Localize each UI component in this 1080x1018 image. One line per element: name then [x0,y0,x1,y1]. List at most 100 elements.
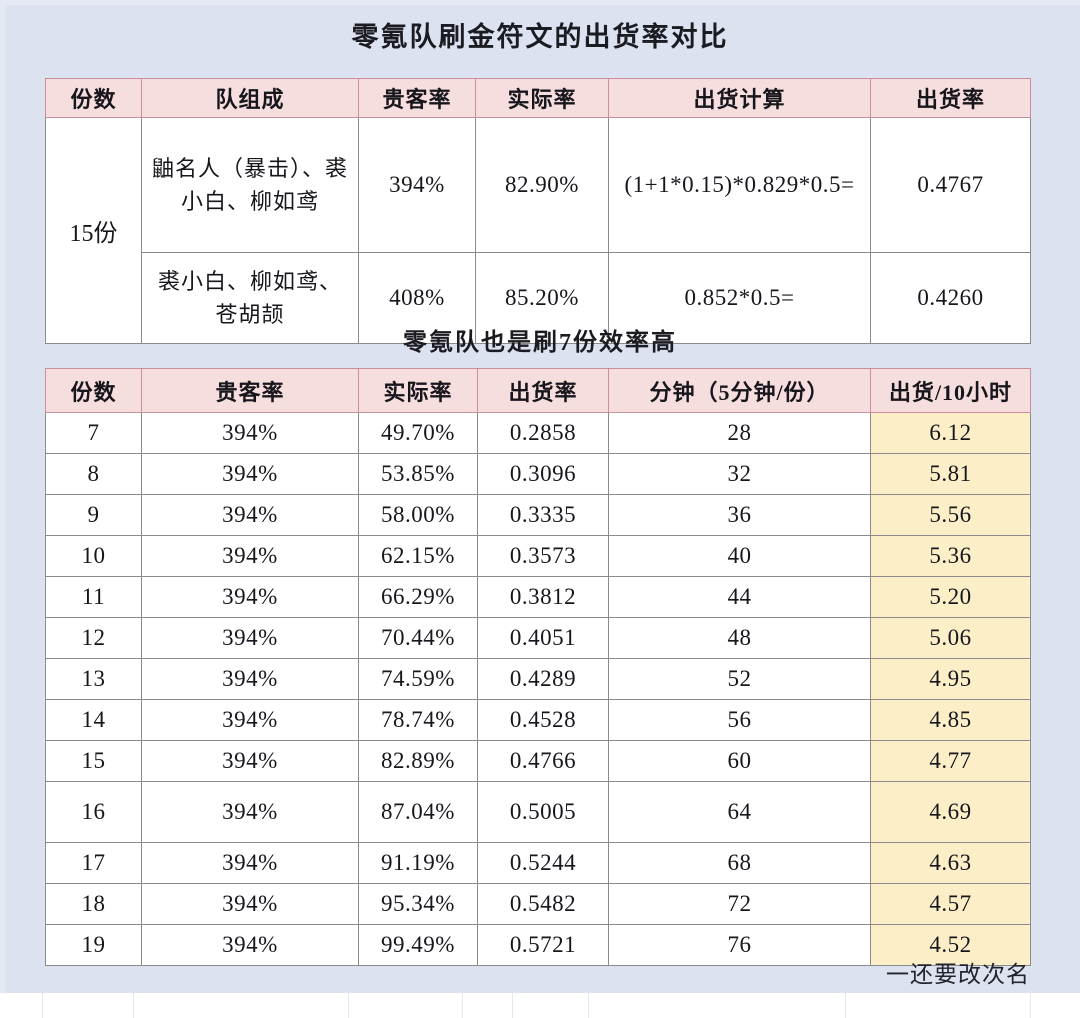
cell-minutes: 48 [608,617,871,659]
sheet-column-divider-2 [348,993,349,1018]
cell-per-10-hours: 4.95 [870,658,1031,700]
cell-output-rate: 0.5005 [477,781,609,843]
table-row: 18 394% 95.34% 0.5482 72 4.57 [45,883,1031,925]
cell-guest-rate: 394% [141,781,359,843]
cell-minutes: 36 [608,494,871,536]
table-row: 17 394% 91.19% 0.5244 68 4.63 [45,842,1031,884]
table-two-header-row: 份数 贵客率 实际率 出货率 分钟（5分钟/份） 出货/10小时 [45,368,1031,413]
cell-minutes: 44 [608,576,871,618]
efficiency-table: 份数 贵客率 实际率 出货率 分钟（5分钟/份） 出货/10小时 7 394% 49… [45,368,1031,966]
cell-output-rate: 0.3335 [477,494,609,536]
cell-actual-rate: 82.89% [358,740,478,782]
cell-minutes: 40 [608,535,871,577]
col-header-formula: 出货计算 [608,78,871,118]
cell-guest-rate: 394% [141,535,359,577]
cell-per-10-hours: 4.69 [870,781,1031,843]
cell-output-rate: 0.4289 [477,658,609,700]
cell-actual-rate: 66.29% [358,576,478,618]
cell-actual-rate: 78.74% [358,699,478,741]
cell-minutes: 68 [608,842,871,884]
cell-minutes: 32 [608,453,871,495]
table-row: 8 394% 53.85% 0.3096 32 5.81 [45,453,1031,495]
cell-output-rate: 0.4766 [477,740,609,782]
cell-output-rate: 0.4260 [870,252,1031,344]
cell-output-rate: 0.3096 [477,453,609,495]
col-header-actual-rate: 实际率 [358,368,478,413]
cell-count: 12 [45,617,142,659]
cell-output-rate: 0.4528 [477,699,609,741]
cell-per-10-hours: 5.56 [870,494,1031,536]
cell-guest-rate: 394% [141,658,359,700]
cell-minutes: 72 [608,883,871,925]
page-left-edge [0,0,5,993]
cell-count: 9 [45,494,142,536]
cell-guest-rate: 394% [141,842,359,884]
table-row: 14 394% 78.74% 0.4528 56 4.85 [45,699,1031,741]
cell-minutes: 56 [608,699,871,741]
table-row: 10 394% 62.15% 0.3573 40 5.36 [45,535,1031,577]
cell-count-merged: 15份 [45,117,142,344]
cell-per-10-hours: 4.77 [870,740,1031,782]
cell-count: 16 [45,781,142,843]
cell-per-10-hours: 5.20 [870,576,1031,618]
cell-actual-rate: 87.04% [358,781,478,843]
cell-actual-rate: 99.49% [358,924,478,966]
cell-actual-rate: 82.90% [475,117,609,253]
cell-output-rate: 0.5721 [477,924,609,966]
table-row: 15份 鼬名人（暴击）、裘小白、柳如鸢 394% 82.90% (1+1*0.1… [45,117,1031,344]
cell-team: 裘小白、柳如鸢、苍胡颉 [141,252,359,344]
cell-guest-rate: 394% [141,494,359,536]
table-row: 11 394% 66.29% 0.3812 44 5.20 [45,576,1031,618]
cell-guest-rate: 394% [358,117,476,253]
cell-output-rate: 0.3573 [477,535,609,577]
cell-per-10-hours: 5.06 [870,617,1031,659]
cell-count: 7 [45,412,142,454]
sheet-column-divider-7 [1030,993,1031,1018]
col-header-output-rate: 出货率 [477,368,609,413]
table-row: 7 394% 49.70% 0.2858 28 6.12 [45,412,1031,454]
cell-guest-rate: 394% [141,576,359,618]
col-header-minutes: 分钟（5分钟/份） [608,368,871,413]
cell-per-10-hours: 5.36 [870,535,1031,577]
table-row: 13 394% 74.59% 0.4289 52 4.95 [45,658,1031,700]
col-header-output-rate: 出货率 [870,78,1031,118]
cell-formula: 0.852*0.5= [608,252,871,344]
col-header-guest-rate: 贵客率 [141,368,359,413]
sheet-column-divider-6 [845,993,846,1018]
cell-actual-rate: 58.00% [358,494,478,536]
table-one-header-row: 份数 队组成 贵客率 实际率 出货计算 出货率 [45,78,1031,118]
cell-count: 8 [45,453,142,495]
page-title: 零氪队刷金符文的出货率对比 [351,22,729,52]
cell-guest-rate: 394% [141,617,359,659]
page-top-edge [0,0,1080,5]
cell-guest-rate: 394% [141,924,359,966]
table-row: 9 394% 58.00% 0.3335 36 5.56 [45,494,1031,536]
cell-per-10-hours: 4.57 [870,883,1031,925]
col-header-team: 队组成 [141,78,359,118]
table-row: 12 394% 70.44% 0.4051 48 5.06 [45,617,1031,659]
cell-guest-rate: 394% [141,699,359,741]
cell-guest-rate: 408% [358,252,476,344]
cell-minutes: 52 [608,658,871,700]
table-row: 15 394% 82.89% 0.4766 60 4.77 [45,740,1031,782]
sheet-column-divider-5 [588,993,589,1018]
cell-count: 15 [45,740,142,782]
cell-guest-rate: 394% [141,883,359,925]
cell-output-rate: 0.4051 [477,617,609,659]
team-comparison-table: 份数 队组成 贵客率 实际率 出货计算 出货率 15份 鼬名人（暴击）、裘小白、… [45,78,1031,344]
cell-output-rate: 0.5244 [477,842,609,884]
table-row: 裘小白、柳如鸢、苍胡颉 408% 85.20% 0.852*0.5= 0.426… [46,252,1031,344]
sheet-column-divider-3 [462,993,463,1018]
col-header-actual-rate: 实际率 [475,78,609,118]
cell-count: 14 [45,699,142,741]
col-header-per-10-hours: 出货/10小时 [870,368,1031,413]
cell-actual-rate: 53.85% [358,453,478,495]
cell-formula: (1+1*0.15)*0.829*0.5= [608,117,871,253]
cell-per-10-hours: 6.12 [870,412,1031,454]
cell-output-rate: 0.3812 [477,576,609,618]
cell-actual-rate: 70.44% [358,617,478,659]
cell-actual-rate: 91.19% [358,842,478,884]
col-header-guest-rate: 贵客率 [358,78,476,118]
footer-signature: 一还要改次名 [886,962,1030,987]
